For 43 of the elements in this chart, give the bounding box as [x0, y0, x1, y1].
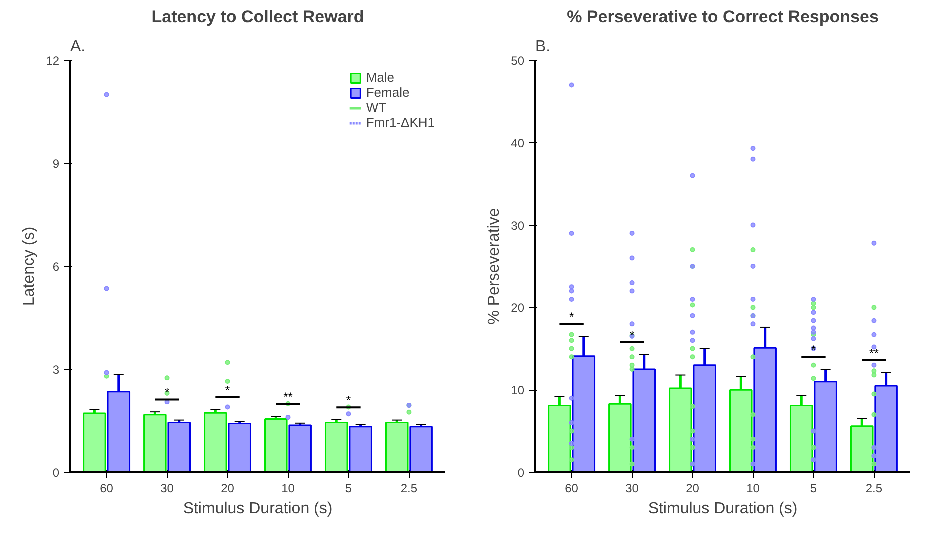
- legend-label: Male: [366, 70, 395, 85]
- chart-title: % Perseverative to Correct Responses: [567, 8, 879, 26]
- y-tick-label: 20: [511, 301, 525, 316]
- x-axis-title: Stimulus Duration (s): [648, 500, 798, 518]
- x-tick-label: 2.5: [400, 482, 418, 496]
- annotation: **: [284, 390, 294, 404]
- y-tick-label: 50: [511, 54, 525, 68]
- x-tick-label: 20: [686, 482, 700, 496]
- annotation: *: [164, 386, 170, 400]
- chart-title: Latency to Collect Reward: [152, 8, 364, 26]
- legend-label: Female: [366, 85, 410, 100]
- annotation: **: [870, 346, 880, 360]
- x-tick-label: 2.5: [866, 482, 883, 496]
- y-tick-label: 9: [52, 157, 60, 171]
- y-axis-title: % Perseverative: [486, 208, 504, 325]
- annotation: *: [569, 310, 574, 324]
- annotation: Fmr1-ΔKH1: [366, 115, 435, 130]
- y-tick-label: 40: [511, 136, 525, 150]
- text: B.: [536, 38, 551, 56]
- annotation: *: [225, 383, 230, 398]
- x-tick-label: 20: [221, 482, 235, 496]
- x-tick-label: 30: [160, 482, 174, 496]
- annotation: *: [630, 328, 635, 342]
- annotation: *: [346, 394, 352, 408]
- x-tick-label: 10: [282, 482, 296, 496]
- y-tick-label: 3: [52, 363, 60, 377]
- x-tick-label: 5: [810, 482, 818, 496]
- y-tick-label: 0: [518, 466, 525, 480]
- y-tick-label: 10: [511, 384, 525, 398]
- annotation: WT: [366, 100, 387, 115]
- x-tick-label: 10: [746, 482, 760, 496]
- x-axis-title: Stimulus Duration (s): [183, 500, 333, 518]
- y-tick-label: 12: [46, 54, 60, 68]
- x-tick-label: 60: [565, 482, 579, 496]
- y-tick-label: 30: [511, 218, 525, 233]
- text: A.: [70, 38, 86, 56]
- y-tick-label: 6: [52, 260, 60, 274]
- y-axis-title: Latency (s): [21, 226, 38, 306]
- x-tick-label: 5: [345, 482, 352, 496]
- y-tick-label: 0: [52, 466, 60, 480]
- x-tick-label: 60: [100, 482, 114, 496]
- x-tick-label: 30: [626, 482, 640, 496]
- annotation: *: [811, 343, 816, 358]
